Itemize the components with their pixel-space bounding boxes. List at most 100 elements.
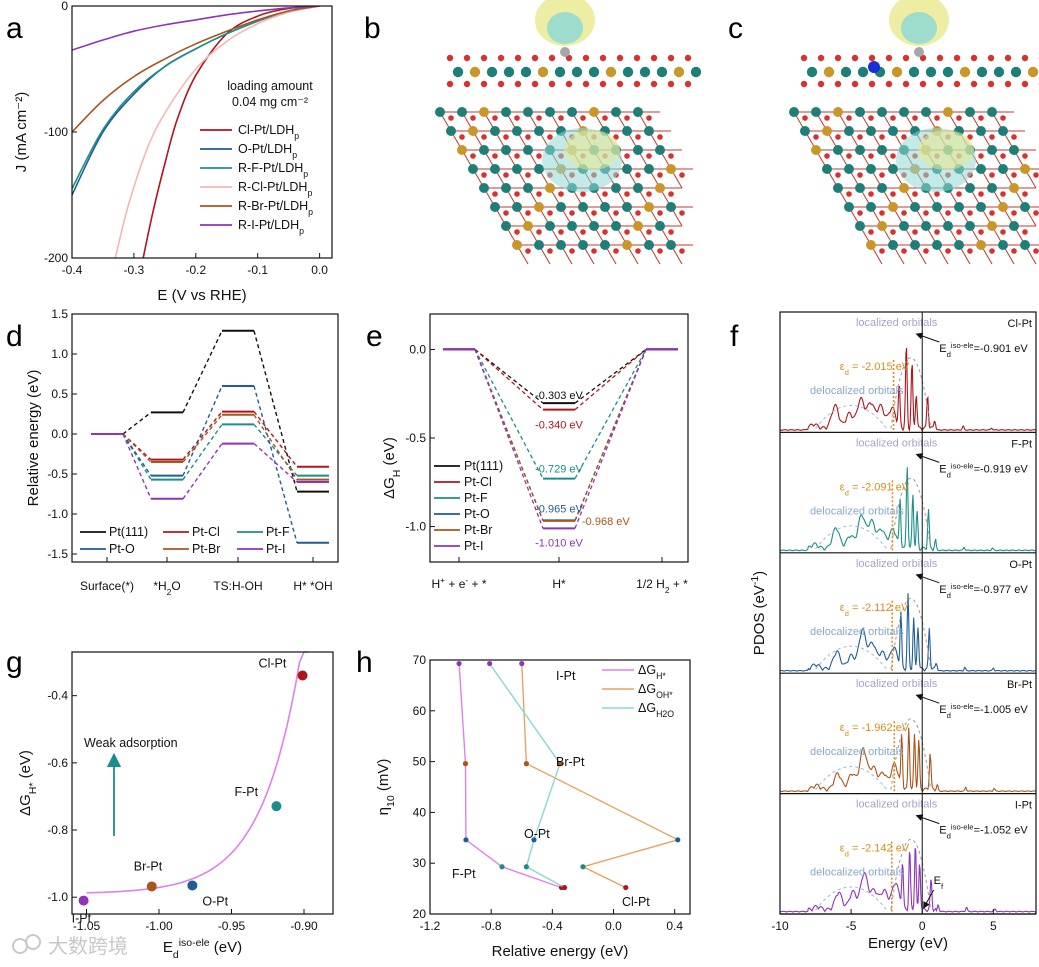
oxygen-atom (868, 153, 874, 159)
metal-atom (523, 145, 533, 155)
d-connector-pt-cl (182, 411, 223, 461)
a-legend-label: R-I-Pt/LDHp (238, 218, 304, 236)
metal-atom (987, 183, 997, 193)
d-connector-pt-o (182, 385, 223, 476)
oxygen-atom (624, 191, 630, 197)
metal-atom (512, 126, 522, 136)
metal-atom (512, 202, 522, 212)
h-x-tick-label: 0.0 (605, 919, 622, 933)
oxygen-atom (580, 115, 586, 121)
dopant-atom (868, 61, 880, 73)
oxygen-atom (547, 210, 553, 216)
metal-atom (479, 145, 489, 155)
oxygen-atom (912, 191, 918, 197)
oxygen-atom (978, 229, 984, 235)
chart-g-volcano: Cl-Pt F-Pt O-Pt Br-Pt I-Pt Weak adsorption -1.… (17, 651, 334, 961)
oxygen-atom (679, 248, 685, 254)
oxygen-atom (657, 134, 663, 140)
e-x-tick-label: H+ + e- + * (431, 575, 486, 591)
oxygen-atom (536, 191, 542, 197)
f-x-tick-label: 5 (990, 919, 997, 933)
oxygen-atom (857, 210, 863, 216)
h-legend-label: ΔGOH* (638, 682, 673, 700)
panel-letter-c: c (728, 12, 743, 45)
oxygen-atom (936, 54, 944, 62)
h-group-label: Br-Pt (556, 755, 585, 769)
oxygen-atom (885, 80, 893, 88)
h-point (561, 884, 568, 891)
metal-atom (666, 240, 676, 250)
metal-atom (965, 107, 975, 117)
chart-f-pdos: Cl-Pt localized orbitals delocalized orbit… (749, 311, 1037, 952)
metal-atom (806, 66, 818, 78)
oxygen-atom (868, 229, 874, 235)
oxygen-atom (945, 248, 951, 254)
oxygen-atom (813, 134, 819, 140)
metal-atom (501, 107, 511, 117)
d-connector-pt-f (182, 423, 223, 481)
e-legend-label: Pt-Br (464, 523, 492, 537)
panel-letter-f: f (730, 320, 739, 353)
charge-density-yellow (564, 130, 620, 170)
metal-atom (866, 240, 876, 250)
h-x-tick-label: 0.4 (666, 919, 683, 933)
metal-atom (503, 66, 515, 78)
oxygen-atom (824, 115, 830, 121)
h-legend-label: ΔGH* (638, 663, 666, 681)
oxygen-atom (558, 229, 564, 235)
e-y-tick-label: -0.5 (405, 431, 426, 445)
d-connector-pt-cl (122, 433, 152, 461)
oxygen-atom (953, 80, 961, 88)
f-delocalized-label: delocalized orbitals (810, 746, 904, 758)
e-legend-label: Pt(111) (464, 459, 503, 473)
f-localized-label: localized orbitals (856, 678, 938, 690)
metal-atom (866, 202, 876, 212)
metal-atom (520, 66, 532, 78)
oxygen-atom (1033, 210, 1039, 216)
oxygen-atom (531, 54, 539, 62)
g-fit-curve (86, 651, 309, 894)
f-ed-iso-label: Ediso-ele=-1.052 eV (939, 822, 1028, 840)
g-x-tick-label: -1.00 (145, 919, 173, 933)
metal-atom (998, 202, 1008, 212)
oxygen-atom (591, 248, 597, 254)
oxygen-atom (851, 80, 859, 88)
f-delocalized-ellipse (815, 405, 888, 429)
f-ed-iso-arrow (915, 332, 940, 343)
oxygen-atom (481, 134, 487, 140)
f-delocalized-label: delocalized orbitals (810, 505, 904, 517)
d-connector-pt-o (253, 385, 298, 543)
metal-atom (855, 183, 865, 193)
oxygen-atom (646, 153, 652, 159)
metal-atom (644, 202, 654, 212)
h-point (463, 837, 469, 843)
oxygen-atom (633, 80, 641, 88)
oxygen-atom (868, 54, 876, 62)
f-subpanel-label: F-Pt (1011, 438, 1032, 450)
metal-atom (888, 126, 898, 136)
a-legend-label: R-F-Pt/LDHp (238, 161, 308, 179)
metal-atom (655, 145, 665, 155)
oxygen-atom (834, 80, 842, 88)
oxygen-atom (548, 54, 556, 62)
metal-atom (910, 202, 920, 212)
oxygen-atom (1033, 172, 1039, 178)
oxygen-atom (668, 229, 674, 235)
e-connector-pt-111- (474, 348, 544, 404)
oxygen-atom (919, 80, 927, 88)
h-point (456, 660, 462, 667)
a-x-tick-label: -0.1 (247, 263, 268, 277)
f-eps-d-label: εd = -2.112 eV (840, 602, 909, 618)
oxygen-atom (448, 115, 454, 121)
oxygen-atom (668, 153, 674, 159)
f-delocalized-label: delocalized orbitals (810, 626, 904, 638)
h-point (580, 864, 586, 870)
panel-letter-d: d (6, 320, 23, 353)
oxygen-atom (890, 229, 896, 235)
oxygen-atom (480, 54, 488, 62)
h-point (519, 660, 525, 667)
e-legend-label: Pt-I (464, 539, 483, 553)
g-y-tick-label: -1.0 (47, 890, 68, 904)
line-r-cl-pt-ldhp (114, 6, 320, 258)
d-connector-pt-o (122, 433, 152, 476)
